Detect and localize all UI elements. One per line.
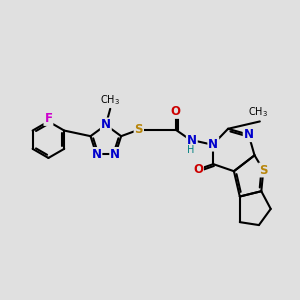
Text: N: N — [187, 134, 197, 147]
Text: O: O — [171, 105, 181, 118]
Text: CH$_3$: CH$_3$ — [248, 105, 268, 119]
Text: CH$_3$: CH$_3$ — [100, 94, 120, 107]
Text: S: S — [259, 164, 268, 176]
Text: O: O — [193, 163, 203, 176]
Text: S: S — [135, 123, 143, 136]
Text: H: H — [187, 145, 194, 155]
Text: N: N — [92, 148, 101, 161]
Text: N: N — [244, 128, 254, 141]
Text: N: N — [208, 138, 218, 151]
Text: N: N — [110, 148, 120, 161]
Text: F: F — [44, 112, 52, 125]
Text: N: N — [101, 118, 111, 131]
